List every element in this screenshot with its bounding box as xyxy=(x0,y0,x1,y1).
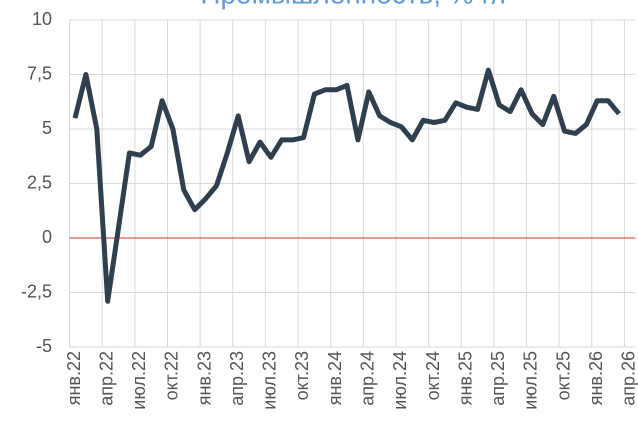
y-tick-label: 2,5 xyxy=(27,172,52,192)
chart-title: Промышленность, % г/г xyxy=(200,0,509,9)
y-tick-label: 5 xyxy=(42,118,52,138)
x-tick-label: янв.25 xyxy=(455,351,475,405)
x-tick-label: апр.22 xyxy=(96,351,116,406)
x-tick-label: июл.22 xyxy=(129,351,149,410)
x-tick-label: янв.22 xyxy=(64,351,84,405)
x-tick-label: июл.23 xyxy=(260,351,280,410)
x-tick-label: апр.23 xyxy=(227,351,247,406)
line-series xyxy=(72,67,621,304)
x-tick-label: янв.24 xyxy=(325,351,345,405)
x-tick-label: июл.24 xyxy=(390,351,410,410)
y-tick-label: -5 xyxy=(36,336,52,356)
x-tick-label: апр.24 xyxy=(358,351,378,406)
x-tick-label: окт.24 xyxy=(423,351,443,400)
x-tick-label: апр.25 xyxy=(488,351,508,406)
y-tick-label: 10 xyxy=(32,9,52,29)
x-tick-label: окт.22 xyxy=(162,351,182,400)
x-tick-label: апр.26 xyxy=(619,351,638,406)
y-tick-label: 0 xyxy=(42,227,52,247)
x-tick-label: окт.25 xyxy=(553,351,573,400)
x-tick-label: янв.26 xyxy=(586,351,606,405)
x-tick-label: янв.23 xyxy=(194,351,214,405)
x-tick-label: окт.23 xyxy=(292,351,312,400)
x-tick-label: июл.25 xyxy=(521,351,541,410)
y-tick-label: -2,5 xyxy=(21,281,52,301)
y-tick-label: 7,5 xyxy=(27,63,52,83)
